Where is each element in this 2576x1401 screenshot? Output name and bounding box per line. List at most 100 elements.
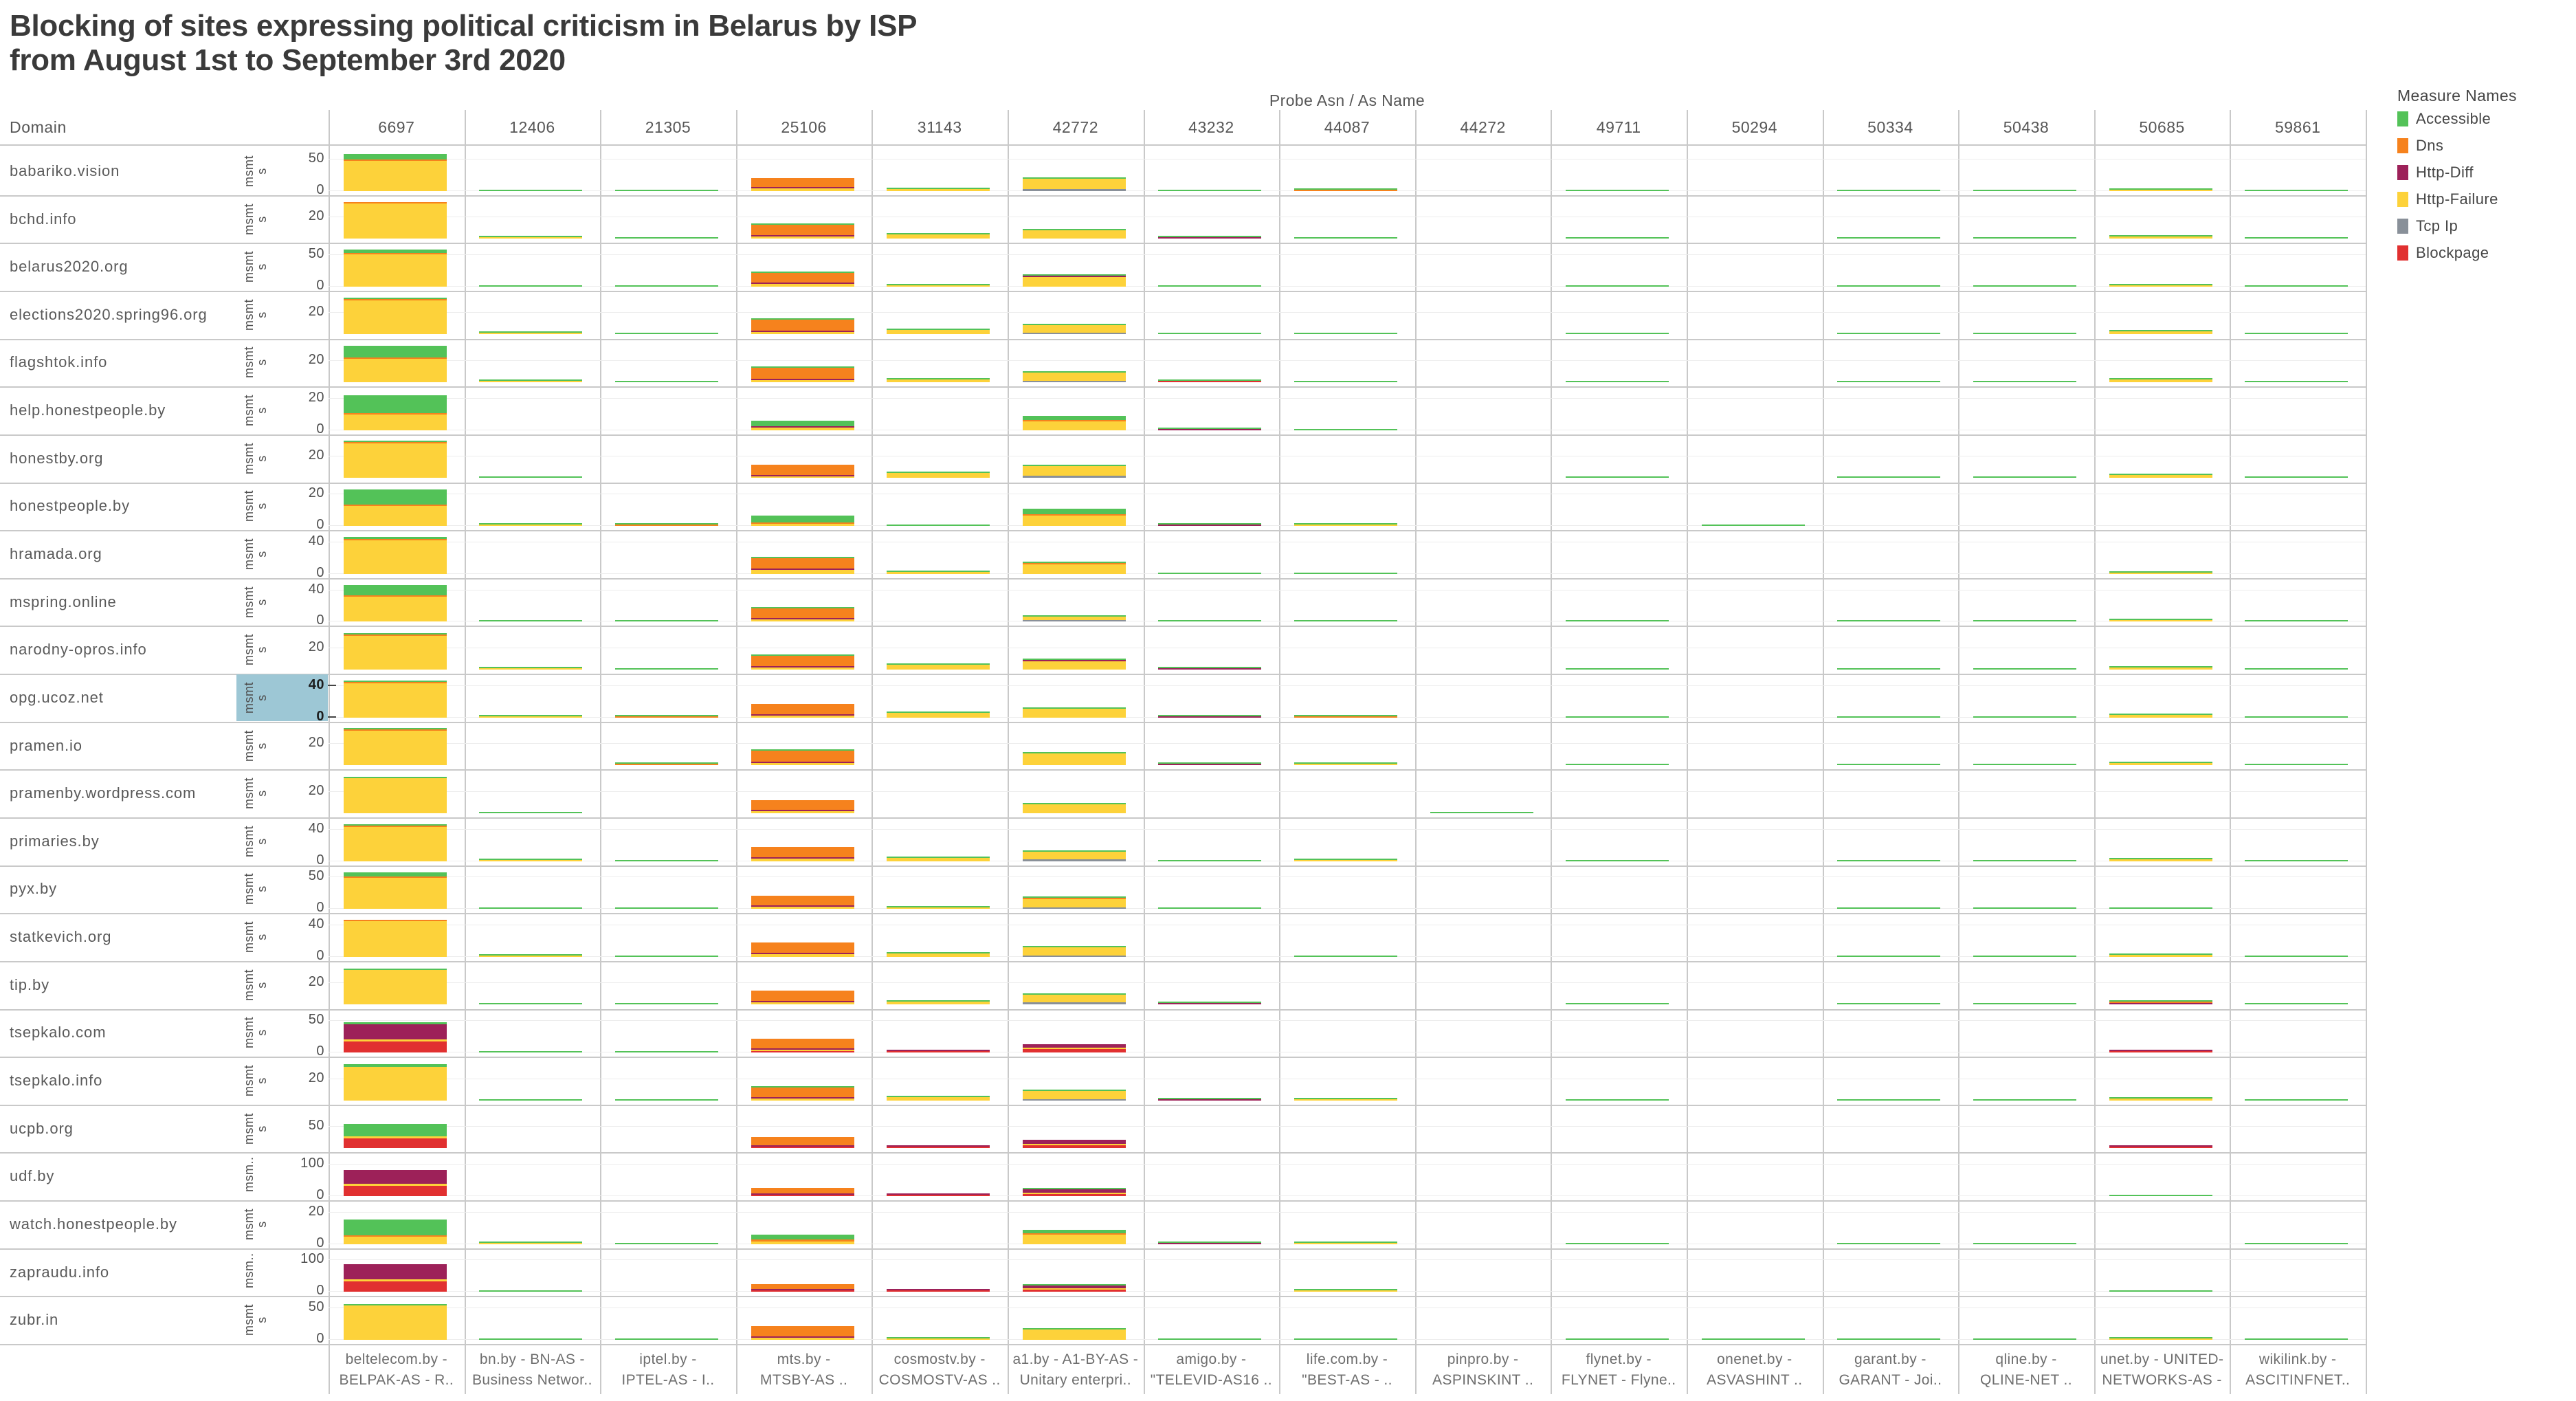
chart-cell-statkevich.org-50334[interactable] xyxy=(1837,917,1941,957)
chart-cell-help.honestpeople.by-25106[interactable] xyxy=(751,390,854,430)
chart-cell-babariko.vision-50685[interactable] xyxy=(2109,151,2212,191)
chart-cell-watch.honestpeople.by-42772[interactable] xyxy=(1022,1204,1126,1244)
y-axis-title[interactable]: msmt s xyxy=(242,1017,269,1049)
chart-cell-primaries.by-43232[interactable] xyxy=(1158,821,1262,861)
chart-cell-babariko.vision-42772[interactable] xyxy=(1022,151,1126,191)
chart-cell-primaries.by-42772[interactable] xyxy=(1022,821,1126,861)
y-axis-title[interactable]: msmt s xyxy=(242,634,269,666)
chart-cell-pramenby.wordpress.com-6697[interactable] xyxy=(343,773,447,813)
chart-cell-pramen.io-44087[interactable] xyxy=(1293,726,1398,766)
chart-cell-zapraudu.info-6697[interactable] xyxy=(343,1253,447,1292)
y-axis-title[interactable]: msm.. xyxy=(242,1253,256,1288)
chart-cell-zubr.in-21305[interactable] xyxy=(614,1300,719,1340)
chart-cell-mspring.online-59861[interactable] xyxy=(2245,582,2349,622)
domain-label-tip.by[interactable]: tip.by xyxy=(10,975,49,993)
y-axis-tick-label[interactable]: 20 xyxy=(308,1070,324,1085)
chart-cell-pramen.io-50334[interactable] xyxy=(1837,726,1941,766)
asn-column-header-44087[interactable]: 44087 xyxy=(1324,118,1370,136)
chart-cell-narodny-opros.info-42772[interactable] xyxy=(1022,630,1126,670)
as-name-footer-31143[interactable]: cosmostv.by - COSMOSTV-AS .. xyxy=(874,1349,1006,1391)
chart-cell-narodny-opros.info-31143[interactable] xyxy=(887,630,990,670)
chart-cell-mspring.online-42772[interactable] xyxy=(1022,582,1126,622)
chart-cell-tip.by-49711[interactable] xyxy=(1566,965,1669,1005)
chart-cell-mspring.online-21305[interactable] xyxy=(614,582,719,622)
chart-cell-primaries.by-12406[interactable] xyxy=(479,821,583,861)
chart-cell-primaries.by-21305[interactable] xyxy=(614,821,719,861)
chart-cell-tsepkalo.info-44087[interactable] xyxy=(1293,1061,1398,1101)
chart-cell-tip.by-43232[interactable] xyxy=(1158,965,1262,1005)
as-name-footer-49711[interactable]: flynet.by - FLYNET - Flyne.. xyxy=(1553,1349,1685,1391)
legend-item-http-failure[interactable]: Http-Failure xyxy=(2397,190,2498,208)
chart-cell-primaries.by-50438[interactable] xyxy=(1973,821,2077,861)
chart-cell-bchd.info-31143[interactable] xyxy=(887,199,990,239)
chart-cell-mspring.online-50438[interactable] xyxy=(1973,582,2077,622)
chart-cell-tip.by-21305[interactable] xyxy=(614,965,719,1005)
chart-cell-opg.ucoz.net-44087[interactable] xyxy=(1293,678,1398,718)
chart-cell-zubr.in-6697[interactable] xyxy=(343,1300,447,1340)
domain-label-zapraudu.info[interactable]: zapraudu.info xyxy=(10,1263,110,1281)
chart-cell-ucpb.org-42772[interactable] xyxy=(1022,1109,1126,1149)
y-axis-title[interactable]: msmt s xyxy=(242,490,269,522)
chart-cell-pyx.by-12406[interactable] xyxy=(479,870,583,909)
chart-cell-watch.honestpeople.by-44087[interactable] xyxy=(1293,1204,1398,1244)
asn-column-header-50438[interactable]: 50438 xyxy=(2003,118,2050,136)
chart-cell-tsepkalo.com-6697[interactable] xyxy=(343,1013,447,1053)
legend-item-http-diff[interactable]: Http-Diff xyxy=(2397,164,2474,181)
chart-cell-opg.ucoz.net-31143[interactable] xyxy=(887,678,990,718)
chart-cell-pyx.by-50438[interactable] xyxy=(1973,870,2077,909)
chart-cell-bchd.info-59861[interactable] xyxy=(2245,199,2349,239)
chart-cell-opg.ucoz.net-50334[interactable] xyxy=(1837,678,1941,718)
domain-label-tsepkalo.info[interactable]: tsepkalo.info xyxy=(10,1072,103,1089)
chart-cell-honestpeople.by-43232[interactable] xyxy=(1158,487,1262,527)
chart-cell-zubr.in-50685[interactable] xyxy=(2109,1300,2212,1340)
chart-cell-honestpeople.by-44087[interactable] xyxy=(1293,487,1398,527)
y-axis-tick-label[interactable]: 100 xyxy=(300,1251,324,1267)
chart-cell-elections2020.spring96.org-59861[interactable] xyxy=(2245,295,2349,335)
y-axis-tick-label[interactable]: 20 xyxy=(308,485,324,501)
y-axis-tick-label[interactable]: 20 xyxy=(308,389,324,405)
chart-cell-mspring.online-6697[interactable] xyxy=(343,582,447,622)
chart-cell-babariko.vision-50334[interactable] xyxy=(1837,151,1941,191)
chart-cell-pyx.by-50334[interactable] xyxy=(1837,870,1941,909)
chart-cell-zapraudu.info-50685[interactable] xyxy=(2109,1253,2212,1292)
chart-cell-watch.honestpeople.by-21305[interactable] xyxy=(614,1204,719,1244)
chart-cell-honestby.org-12406[interactable] xyxy=(479,439,583,478)
y-axis-tick-label[interactable]: 0 xyxy=(316,708,324,724)
y-axis-title[interactable]: msmt s xyxy=(242,346,269,379)
asn-column-header-59861[interactable]: 59861 xyxy=(2274,118,2321,136)
chart-cell-ucpb.org-6697[interactable] xyxy=(343,1109,447,1149)
domain-label-udf.by[interactable]: udf.by xyxy=(10,1167,55,1185)
chart-cell-pramen.io-25106[interactable] xyxy=(751,726,854,766)
chart-cell-honestpeople.by-6697[interactable] xyxy=(343,487,447,527)
chart-cell-bchd.info-44087[interactable] xyxy=(1293,199,1398,239)
chart-cell-tsepkalo.info-12406[interactable] xyxy=(479,1061,583,1101)
chart-cell-honestby.org-50438[interactable] xyxy=(1973,439,2077,478)
chart-cell-hramada.org-25106[interactable] xyxy=(751,534,854,574)
chart-cell-bchd.info-6697[interactable] xyxy=(343,199,447,239)
domain-label-ucpb.org[interactable]: ucpb.org xyxy=(10,1119,74,1137)
legend-item-dns[interactable]: Dns xyxy=(2397,137,2443,155)
chart-cell-babariko.vision-12406[interactable] xyxy=(479,151,583,191)
chart-cell-tsepkalo.com-31143[interactable] xyxy=(887,1013,990,1053)
chart-cell-opg.ucoz.net-21305[interactable] xyxy=(614,678,719,718)
chart-cell-tsepkalo.info-31143[interactable] xyxy=(887,1061,990,1101)
chart-cell-tip.by-50334[interactable] xyxy=(1837,965,1941,1005)
chart-cell-narodny-opros.info-50438[interactable] xyxy=(1973,630,2077,670)
y-axis-tick-label[interactable]: 0 xyxy=(316,564,324,580)
chart-cell-tsepkalo.info-42772[interactable] xyxy=(1022,1061,1126,1101)
chart-cell-tsepkalo.com-12406[interactable] xyxy=(479,1013,583,1053)
chart-cell-pramenby.wordpress.com-42772[interactable] xyxy=(1022,773,1126,813)
chart-cell-primaries.by-6697[interactable] xyxy=(343,821,447,861)
chart-cell-flagshtok.info-49711[interactable] xyxy=(1566,343,1669,383)
chart-cell-tsepkalo.info-43232[interactable] xyxy=(1158,1061,1262,1101)
chart-cell-tsepkalo.com-25106[interactable] xyxy=(751,1013,854,1053)
chart-cell-honestpeople.by-31143[interactable] xyxy=(887,487,990,527)
chart-cell-watch.honestpeople.by-50438[interactable] xyxy=(1973,1204,2077,1244)
chart-cell-tsepkalo.info-50438[interactable] xyxy=(1973,1061,2077,1101)
y-axis-title[interactable]: msmt s xyxy=(242,1065,269,1096)
chart-cell-honestpeople.by-50294[interactable] xyxy=(1701,487,1805,527)
domain-label-belarus2020.org[interactable]: belarus2020.org xyxy=(10,258,129,276)
chart-cell-udf.by-25106[interactable] xyxy=(751,1156,854,1196)
y-axis-title[interactable]: msmt s xyxy=(242,538,269,570)
y-axis-tick-label[interactable]: 20 xyxy=(308,1203,324,1219)
